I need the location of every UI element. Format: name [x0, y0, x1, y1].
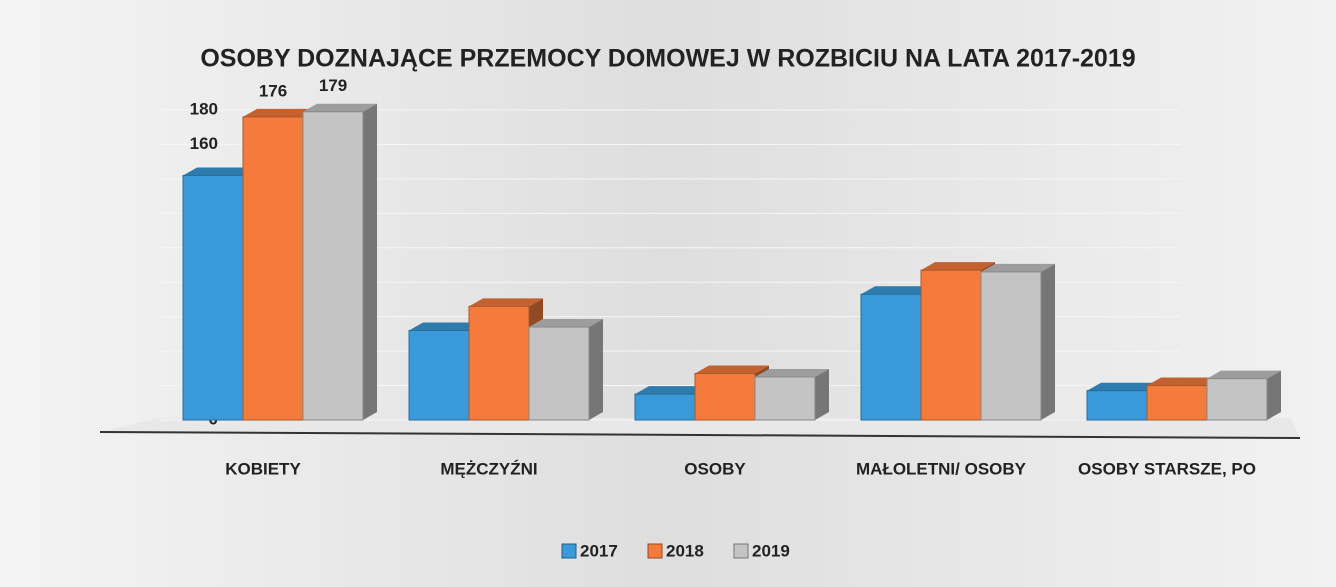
x-tick-label: KOBIETY	[225, 459, 301, 478]
bar-top	[861, 286, 935, 295]
bar	[182, 174, 244, 421]
legend-swatch	[647, 543, 663, 559]
bar-top	[469, 298, 543, 307]
bar-side	[363, 103, 377, 420]
bar-top	[183, 167, 257, 176]
legend-swatch	[561, 543, 577, 559]
bar	[1146, 385, 1208, 421]
bar-top	[529, 319, 603, 327]
legend-swatch	[733, 543, 749, 559]
bar	[302, 111, 364, 421]
bar-side	[1041, 263, 1055, 420]
bar	[408, 329, 470, 421]
chart-title: OSOBY DOZNAJĄCE PRZEMOCY DOMOWEJ W ROZBI…	[200, 45, 1135, 73]
y-tick-label: 160	[190, 134, 218, 153]
bar-side	[1267, 370, 1281, 420]
bar-top	[755, 368, 829, 377]
bar-top	[695, 365, 769, 374]
bar	[634, 393, 696, 421]
bar-top	[1147, 377, 1221, 386]
data-label: 176	[259, 81, 287, 100]
bar	[528, 326, 590, 421]
bar-top	[409, 322, 483, 331]
baseline	[99, 431, 1301, 439]
bar-top	[243, 108, 317, 117]
x-tick-label: OSOBY	[684, 459, 746, 478]
bar	[242, 116, 304, 421]
legend-label: 2018	[666, 541, 704, 560]
bar	[980, 271, 1042, 421]
bar-top	[635, 386, 709, 395]
bar	[694, 373, 756, 421]
data-label: 179	[319, 76, 347, 95]
bar	[920, 269, 982, 421]
y-tick-label: 180	[190, 99, 218, 118]
bar-top	[921, 262, 995, 271]
bar-top	[1207, 370, 1281, 379]
bar	[754, 376, 816, 421]
bar-top	[303, 103, 377, 112]
bar	[1086, 390, 1148, 421]
x-tick-label: OSOBY STARSZE, PO	[1078, 459, 1256, 478]
legend-label: 2017	[580, 541, 618, 560]
bar	[468, 305, 530, 421]
bar-top	[1087, 382, 1161, 391]
bar-side	[589, 319, 603, 420]
bar	[860, 293, 922, 421]
bar-side	[815, 368, 829, 420]
x-tick-label: MĘŻCZYŹNI	[440, 459, 537, 478]
bar-top	[981, 263, 1055, 272]
bar	[1206, 378, 1268, 421]
legend-label: 2019	[752, 541, 790, 560]
x-tick-label: MAŁOLETNI/ OSOBY	[856, 459, 1027, 478]
